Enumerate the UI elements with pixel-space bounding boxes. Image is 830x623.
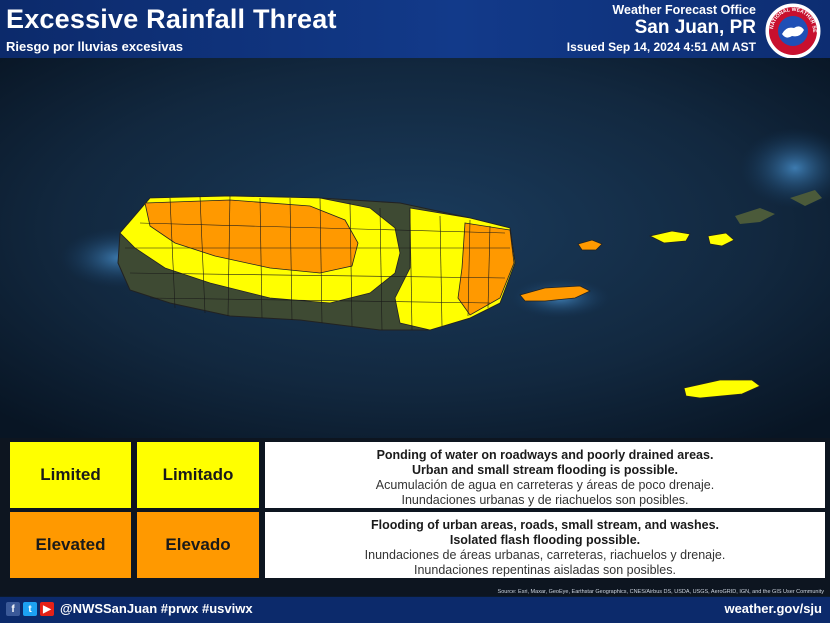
legend-limited-en: Limited bbox=[10, 442, 131, 508]
limited-line2-es: Inundaciones urbanas y de riachuelos son… bbox=[401, 493, 689, 507]
st-thomas-island bbox=[648, 230, 691, 244]
office-name: San Juan, PR bbox=[634, 17, 756, 38]
issued-time: Issued Sep 14, 2024 4:51 AM AST bbox=[566, 40, 756, 54]
bvi-land bbox=[735, 208, 775, 224]
shallow-water bbox=[740, 128, 830, 208]
legend: Limited Limitado Ponding of water on roa… bbox=[0, 438, 830, 596]
page-title: Excessive Rainfall Threat bbox=[6, 4, 337, 34]
legend-limited-es-label: Limitado bbox=[162, 465, 234, 484]
header-bar: Excessive Rainfall Threat Riesgo por llu… bbox=[0, 0, 830, 59]
elevated-line2-en: Isolated flash flooding possible. bbox=[449, 533, 641, 547]
nws-logo-icon: NATIONAL WEATHER SERVICE bbox=[764, 2, 821, 59]
st-john-island bbox=[707, 232, 735, 247]
office-label: Weather Forecast Office bbox=[612, 3, 756, 17]
website-link[interactable]: weather.gov/sju bbox=[724, 601, 822, 616]
rainfall-threat-map bbox=[0, 58, 830, 438]
page-subtitle: Riesgo por lluvias excesivas bbox=[6, 39, 184, 54]
municipality-borders bbox=[125, 195, 510, 331]
legend-elevated-en: Elevated bbox=[10, 512, 131, 578]
youtube-icon[interactable]: ▶ bbox=[40, 602, 54, 616]
limited-line1-es: Acumulación de agua en carreteras y área… bbox=[375, 478, 715, 492]
social-handle[interactable]: @NWSSanJuan #prwx #usviwx bbox=[60, 601, 253, 616]
elevated-threat-area bbox=[144, 199, 359, 274]
st-croix-island bbox=[683, 379, 761, 399]
limited-line2-en: Urban and small stream flooding is possi… bbox=[411, 463, 679, 477]
legend-limited-description: Ponding of water on roadways and poorly … bbox=[265, 442, 825, 508]
vieques-island bbox=[519, 285, 591, 302]
legend-limited-en-label: Limited bbox=[40, 465, 101, 484]
legend-limited-es: Limitado bbox=[137, 442, 259, 508]
footer-bar: f t ▶ @NWSSanJuan #prwx #usviwx weather.… bbox=[0, 597, 830, 623]
facebook-icon[interactable]: f bbox=[6, 602, 20, 616]
bvi-land bbox=[790, 190, 822, 206]
map-source-credit: Source: Esri, Maxar, GeoEye, Earthstar G… bbox=[497, 589, 824, 595]
legend-elevated-es: Elevado bbox=[137, 512, 259, 578]
elevated-line1-es: Inundaciones de áreas urbanas, carretera… bbox=[364, 548, 726, 562]
elevated-threat-area bbox=[457, 222, 515, 316]
elevated-line2-es: Inundaciones repentinas aisladas son pos… bbox=[414, 563, 676, 577]
legend-elevated-en-label: Elevated bbox=[35, 535, 106, 554]
legend-elevated-es-label: Elevado bbox=[165, 535, 231, 554]
limited-line1-en: Ponding of water on roadways and poorly … bbox=[376, 448, 714, 462]
twitter-icon[interactable]: t bbox=[23, 602, 37, 616]
legend-elevated-description: Flooding of urban areas, roads, small st… bbox=[265, 512, 825, 578]
culebra-island bbox=[577, 239, 603, 251]
elevated-line1-en: Flooding of urban areas, roads, small st… bbox=[370, 518, 720, 532]
